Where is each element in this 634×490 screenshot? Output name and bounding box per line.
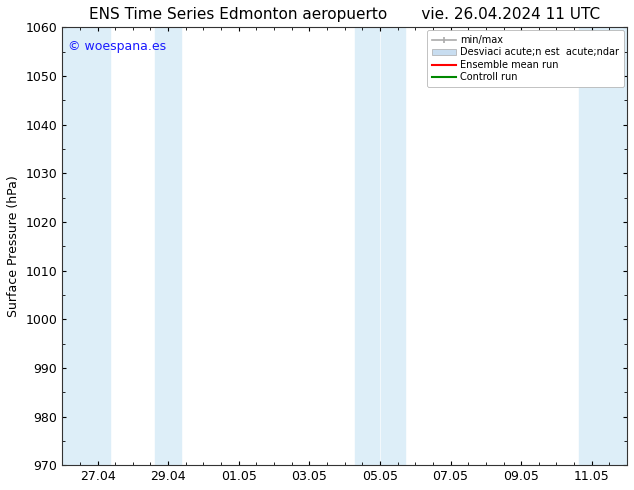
Bar [155, 27, 181, 465]
Bar [579, 27, 627, 465]
Bar [62, 27, 110, 465]
Bar [382, 27, 404, 465]
Y-axis label: Surface Pressure (hPa): Surface Pressure (hPa) [7, 175, 20, 317]
Title: ENS Time Series Edmonton aeropuerto       vie. 26.04.2024 11 UTC: ENS Time Series Edmonton aeropuerto vie.… [89, 7, 600, 22]
Legend: min/max, Desviaci acute;n est  acute;ndar, Ensemble mean run, Controll run: min/max, Desviaci acute;n est acute;ndar… [427, 30, 624, 87]
Bar [355, 27, 378, 465]
Text: © woespana.es: © woespana.es [68, 40, 166, 53]
